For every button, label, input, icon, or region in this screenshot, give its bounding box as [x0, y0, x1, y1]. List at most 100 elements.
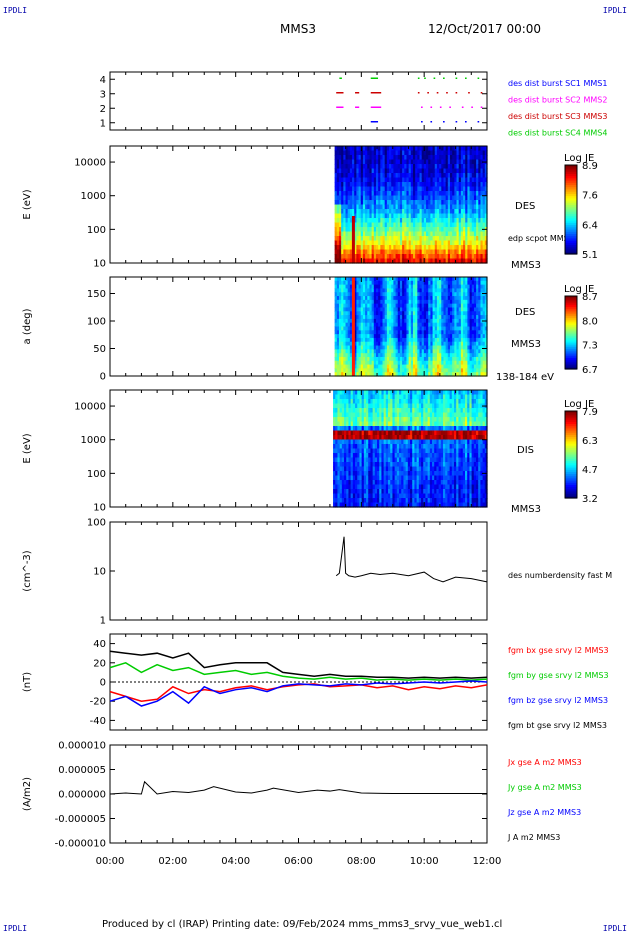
des-pitch-cell — [347, 277, 351, 282]
des-energy-cell — [415, 155, 418, 161]
des-energy-cell — [369, 177, 373, 183]
des-pitch-cell — [484, 311, 488, 316]
des-energy-cell — [395, 173, 399, 179]
des-energy-cell — [402, 254, 405, 260]
des-pitch-cell — [347, 307, 351, 312]
des-pitch-cell — [441, 322, 445, 328]
dis-energy-cell — [416, 417, 420, 423]
des-energy-cell — [423, 258, 427, 264]
dis-energy-cell — [407, 489, 411, 495]
des-pitch-cell — [338, 349, 342, 354]
des-energy-cell — [460, 245, 464, 251]
dis-energy-cell — [388, 435, 391, 441]
des-energy-cell — [473, 191, 477, 197]
des-pitch-colorbar-title: Log JE — [564, 284, 594, 295]
dis-energy-cell — [368, 444, 372, 450]
burst-legend-entry: des dist burst SC4 MMS4 — [508, 129, 607, 138]
des-pitch-cell — [380, 307, 384, 312]
des-energy-cell — [441, 173, 445, 179]
des-energy-cell — [456, 186, 460, 192]
dis-energy-cell — [374, 399, 378, 405]
dis-energy-cell — [412, 498, 416, 504]
des-energy-cell — [338, 164, 342, 170]
dis-energy-cell — [401, 502, 405, 508]
dis-energy-cell — [377, 453, 380, 459]
des-pitch-cell — [378, 334, 381, 339]
des-energy-cell — [399, 258, 403, 264]
des-pitch-cell — [439, 341, 442, 347]
des-pitch-cell — [419, 353, 423, 358]
des-pitch-cell — [406, 356, 410, 362]
dis-energy-cell — [414, 493, 418, 499]
des-pitch-cell — [362, 299, 366, 305]
des-pitch-cell — [389, 311, 392, 316]
des-pitch-cell — [371, 364, 375, 369]
des-energy-cell — [386, 236, 390, 242]
des-energy-cell — [445, 231, 449, 237]
des-energy-cell — [375, 200, 379, 206]
des-pitch-cell — [467, 322, 471, 328]
dis-energy-cell — [355, 502, 358, 508]
des-energy-cell — [419, 155, 423, 161]
des-pitch-cell — [365, 353, 368, 358]
dis-energy-cell — [366, 435, 369, 441]
des-pitch-cell — [404, 311, 408, 316]
des-pitch-cell — [439, 277, 442, 282]
des-pitch-cell — [402, 360, 405, 366]
dis-energy-cell — [363, 421, 367, 427]
dis-energy-cell — [366, 493, 369, 499]
des-energy-cell — [445, 227, 449, 233]
des-pitch-colorbar-cell — [565, 341, 577, 345]
des-energy-cell — [404, 258, 408, 264]
dis-energy-cell — [341, 394, 345, 400]
des-pitch-cell — [436, 307, 440, 312]
des-pitch-cell — [426, 277, 429, 282]
dis-energy-cell — [390, 399, 394, 405]
des-pitch-cell — [402, 345, 405, 350]
dis-energy-cell — [339, 493, 343, 499]
des-energy-cell — [430, 191, 434, 197]
des-pitch-cell — [449, 326, 453, 331]
des-energy-panel-ylabel: E (eV) — [22, 189, 33, 219]
des-energy-cell — [447, 150, 451, 156]
des-energy-cell — [432, 186, 436, 192]
des-energy-cell — [452, 222, 455, 228]
des-pitch-cell — [478, 307, 482, 312]
des-pitch-cell — [471, 341, 475, 347]
des-energy-cell — [432, 177, 436, 183]
des-energy-cell — [402, 204, 405, 210]
des-pitch-cell — [336, 337, 340, 343]
corner-label-tl: IPDLI — [3, 6, 28, 15]
dis-energy-cell — [381, 448, 385, 454]
des-energy-cell — [356, 236, 360, 242]
dis-energy-cell — [396, 480, 400, 486]
des-pitch-cell — [421, 292, 425, 297]
des-pitch-cell — [404, 322, 408, 328]
dis-energy-cell — [414, 498, 418, 504]
des-pitch-cell — [471, 318, 475, 324]
dis-energy-cell — [407, 444, 411, 450]
des-energy-cell — [378, 227, 381, 233]
des-energy-cell — [482, 191, 486, 197]
dis-energy-cell — [348, 457, 352, 463]
dis-energy-cell — [388, 412, 391, 418]
des-energy-cell — [371, 146, 375, 152]
des-energy-cell — [465, 186, 469, 192]
des-pitch-cell — [367, 288, 371, 293]
des-energy-cell — [482, 182, 486, 188]
dis-energy-cell — [368, 390, 372, 396]
des-energy-cell — [410, 254, 414, 260]
des-pitch-cell — [389, 368, 392, 373]
des-energy-cell — [460, 254, 464, 260]
des-energy-cell — [397, 200, 401, 206]
des-energy-cell — [460, 186, 464, 192]
des-energy-cell — [406, 173, 410, 179]
des-pitch-cell — [482, 372, 486, 377]
des-pitch-cell — [478, 292, 482, 297]
des-energy-cell — [410, 159, 414, 165]
des-energy-cell — [389, 258, 392, 264]
des-pitch-cell — [356, 368, 360, 373]
des-energy-cell — [343, 209, 347, 215]
des-energy-cell — [410, 173, 414, 179]
des-energy-cell — [469, 222, 473, 228]
